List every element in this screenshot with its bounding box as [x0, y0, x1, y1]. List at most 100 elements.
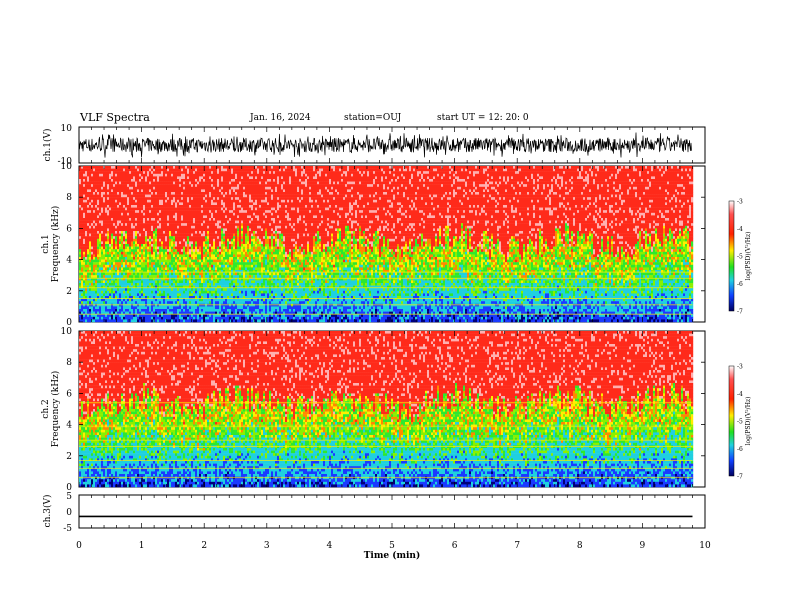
- spectrogram-cell: [181, 200, 183, 203]
- spectrogram-cell: [149, 171, 151, 174]
- spectrogram-cell: [211, 171, 213, 174]
- spectrogram-cell: [195, 189, 197, 192]
- spectrogram-cell: [99, 200, 101, 203]
- spectrogram-cell: [97, 309, 99, 312]
- spectrogram-cell: [163, 187, 165, 190]
- spectrogram-cell: [145, 166, 147, 169]
- spectrogram-cell: [79, 205, 81, 208]
- spectrogram-cell: [103, 306, 105, 309]
- spectrogram-cell: [157, 265, 159, 268]
- spectrogram-cell: [125, 291, 127, 294]
- spectrogram-cell: [221, 202, 223, 205]
- spectrogram-cell: [155, 226, 157, 229]
- spectrogram-cell: [161, 239, 163, 242]
- spectrogram-cell: [113, 257, 115, 260]
- spectrogram-cell: [163, 179, 165, 182]
- spectrogram-cell: [123, 192, 125, 195]
- spectrogram-cell: [123, 197, 125, 200]
- spectrogram-cell: [183, 280, 185, 283]
- spectrogram-cell: [213, 215, 215, 218]
- spectrogram-cell: [169, 192, 171, 195]
- spectrogram-cell: [99, 239, 101, 242]
- spectrogram-cell: [209, 267, 211, 270]
- spectrogram-cell: [141, 200, 143, 203]
- spectrogram-cell: [117, 293, 119, 296]
- spectrogram-cell: [187, 265, 189, 268]
- spectrogram-cell: [143, 169, 145, 172]
- spectrogram-cell: [203, 221, 205, 224]
- spectrogram-cell: [223, 166, 225, 169]
- spectrogram-cell: [79, 200, 81, 203]
- spectrogram-cell: [157, 226, 159, 229]
- spectrogram-cell: [151, 187, 153, 190]
- spectrogram-cell: [199, 273, 201, 276]
- spectrogram-cell: [145, 319, 147, 322]
- spectrogram-cell: [205, 252, 207, 255]
- spectrogram-cell: [89, 174, 91, 177]
- spectrogram-cell: [199, 215, 201, 218]
- spectrogram-cell: [207, 265, 209, 268]
- spectrogram-cell: [167, 280, 169, 283]
- spectrogram-cell: [219, 226, 221, 229]
- spectrogram-cell: [111, 202, 113, 205]
- spectrogram-cell: [133, 254, 135, 257]
- spectrogram-cell: [97, 275, 99, 278]
- spectrogram-cell: [137, 208, 139, 211]
- spectrogram-cell: [83, 210, 85, 213]
- spectrogram-cell: [213, 179, 215, 182]
- spectrogram-cell: [91, 210, 93, 213]
- spectrogram-cell: [133, 210, 135, 213]
- spectrogram-cell: [167, 267, 169, 270]
- spectrogram-cell: [183, 184, 185, 187]
- spectrogram-cell: [181, 234, 183, 237]
- spectrogram-cell: [155, 260, 157, 263]
- spectrogram-cell: [147, 184, 149, 187]
- spectrogram-cell: [99, 283, 101, 286]
- spectrogram-cell: [215, 208, 217, 211]
- spectrogram-cell: [97, 184, 99, 187]
- spectrogram-cell: [85, 319, 87, 322]
- spectrogram-cell: [105, 210, 107, 213]
- spectrogram-cell: [87, 200, 89, 203]
- spectrogram-cell: [109, 208, 111, 211]
- spectrogram-cell: [103, 208, 105, 211]
- spectrogram-cell: [109, 221, 111, 224]
- spectrogram-cell: [129, 223, 131, 226]
- spectrogram-cell: [149, 249, 151, 252]
- spectrogram-cell: [167, 223, 169, 226]
- spectrogram-cell: [85, 280, 87, 283]
- spectrogram-cell: [207, 267, 209, 270]
- spectrogram-cell: [137, 231, 139, 234]
- spectrogram-cell: [203, 228, 205, 231]
- spectrogram-cell: [221, 226, 223, 229]
- spectrogram-cell: [125, 283, 127, 286]
- spectrogram-cell: [95, 239, 97, 242]
- spectrogram-cell: [199, 252, 201, 255]
- spectrogram-cell: [197, 182, 199, 185]
- spectrogram-cell: [135, 291, 137, 294]
- spectrogram-cell: [151, 223, 153, 226]
- spectrogram-cell: [179, 218, 181, 221]
- spectrogram-cell: [159, 249, 161, 252]
- spectrogram-cell: [91, 202, 93, 205]
- spectrogram-cell: [225, 213, 227, 216]
- spectrogram-cell: [169, 213, 171, 216]
- spectrogram-cell: [95, 260, 97, 263]
- spectrogram-cell: [189, 213, 191, 216]
- spectrogram-cell: [199, 317, 201, 320]
- spectrogram-cell: [191, 247, 193, 250]
- spectrogram-cell: [115, 306, 117, 309]
- spectrogram-cell: [161, 257, 163, 260]
- spectrogram-cell: [109, 184, 111, 187]
- spectrogram-cell: [225, 231, 227, 234]
- spectrogram-cell: [103, 247, 105, 250]
- spectrogram-cell: [151, 210, 153, 213]
- spectrogram-cell: [143, 244, 145, 247]
- spectrogram-cell: [139, 267, 141, 270]
- spectrogram-cell: [223, 267, 225, 270]
- spectrogram-cell: [191, 267, 193, 270]
- spectrogram-cell: [151, 184, 153, 187]
- spectrogram-cell: [81, 252, 83, 255]
- spectrogram-cell: [103, 174, 105, 177]
- spectrogram-cell: [93, 288, 95, 291]
